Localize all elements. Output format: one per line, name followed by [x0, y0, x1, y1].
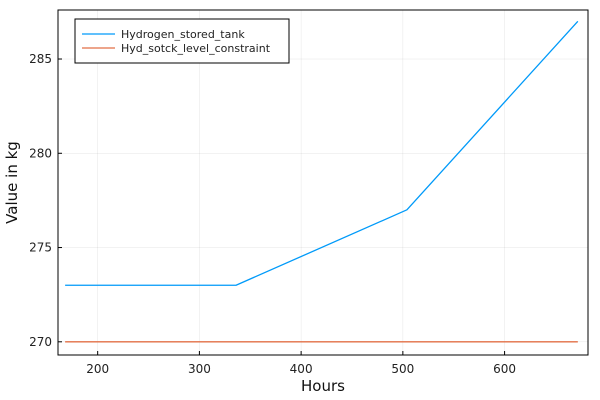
- y-axis-label: Value in kg: [3, 141, 21, 224]
- x-axis-label: Hours: [301, 377, 345, 395]
- x-tick-label: 200: [86, 362, 109, 376]
- plot-frame: [57, 9, 589, 356]
- y-tick-label: 270: [29, 335, 52, 349]
- legend-label-hydrogen-stored-tank: Hydrogen_stored_tank: [121, 28, 245, 41]
- x-tick-label: 400: [290, 362, 313, 376]
- axis-ticks: 200 300 400 500 600 270 275 280 285: [29, 52, 516, 376]
- y-tick-label: 275: [29, 241, 52, 255]
- series-line-0: [65, 20, 579, 286]
- legend-label-hyd-stock-level-constraint: Hyd_sotck_level_constraint: [121, 42, 271, 55]
- legend: Hydrogen_stored_tank Hyd_sotck_level_con…: [74, 18, 290, 64]
- x-tick-label: 300: [188, 362, 211, 376]
- y-tick-label: 280: [29, 146, 52, 160]
- series-layer: [65, 20, 579, 343]
- x-tick-label: 600: [493, 362, 516, 376]
- legend-box: [74, 18, 290, 64]
- y-tick-label: 285: [29, 52, 52, 66]
- x-tick-label: 500: [391, 362, 414, 376]
